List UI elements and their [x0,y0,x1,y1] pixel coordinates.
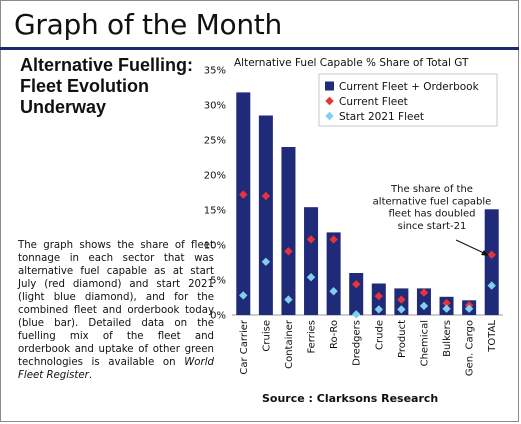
current-fleet-marker [442,298,451,308]
start-2021-marker [306,273,316,282]
body-text-main: The graph shows the share of fleet tonna… [18,240,214,368]
start-2021-marker [442,304,451,313]
title-rule [0,47,519,50]
start-2021-marker [419,301,429,311]
y-tick-label: 0% [210,311,226,322]
current-fleet-marker [374,291,383,301]
start-2021-marker [239,291,248,300]
annotation-arrow-head [481,250,489,256]
current-fleet-marker [284,247,293,256]
y-tick-label: 30% [204,101,226,112]
y-tick-label: 20% [204,171,226,182]
x-tick-label: Dredgers [352,320,363,366]
current-fleet-marker [261,191,271,201]
x-tick-label: Cruise [261,320,272,352]
bar-ferries [304,207,319,315]
y-tick-label: 15% [204,206,226,217]
x-tick-label: Ro-Ro [329,320,340,349]
legend-label: Start 2021 Fleet [339,111,424,123]
annotation: The share of the alternative fuel capable… [373,184,492,256]
body-text: The graph shows the share of fleet tonna… [18,239,214,382]
body-text-italic: World Fleet Register [18,357,214,381]
bar-chemical [416,288,431,315]
annotation-arrow-line [455,239,487,255]
headline: Alternative Fuelling: Fleet Evolution Un… [20,55,194,117]
bars [236,92,499,316]
x-tick-label: Container [284,319,295,369]
legend: Current Fleet + Orderbook Current Fleet St… [318,73,498,127]
x-tick-label: Gen. Cargo [465,320,476,376]
bar-cruise [258,115,273,315]
start-2021-marker [352,310,361,319]
x-tick-label: Ferries [307,320,318,354]
chart-title: Alternative Fuel Capable % Share of Tota… [234,57,469,69]
x-axis: Car Carrier Cruise Container Ferries Ro-Ro Dr… [239,319,498,376]
y-tick-label: 35% [204,66,226,77]
bar-dredgers [349,273,364,315]
x-tick-label: Product [397,320,408,358]
x-tick-label: Chemical [419,320,430,366]
current-fleet-marker [239,190,248,199]
legend-current-swatch [325,96,334,106]
bar-container [281,147,296,315]
start-2021-marker [397,305,406,314]
legend-bar-swatch [325,81,334,91]
bar-car-carrier [236,92,251,316]
body-text-end: . [88,370,93,381]
source-note: Source : Clarksons Research [262,392,439,405]
start-2021-marker [284,295,293,304]
legend-start-swatch [325,111,334,121]
current-fleet-marker [306,235,316,244]
page-title: Graph of the Month [14,8,282,41]
y-tick-label: 25% [204,136,226,147]
x-tick-label: Bulkers [442,320,453,357]
current-fleet-marker [419,288,429,297]
x-tick-label: Crude [374,320,385,350]
x-tick-label: Car Carrier [239,319,250,374]
legend-label: Current Fleet + Orderbook [339,81,480,93]
current-fleet-marker [352,280,361,289]
start-2021-marker [329,287,338,296]
legend-box [318,73,498,127]
legend-label: Current Fleet [339,96,408,108]
markers [239,190,496,319]
bar-ro-ro [326,232,341,315]
x-tick-label: TOTAL [487,320,498,353]
y-tick-label: 5% [210,276,226,287]
current-fleet-marker [329,235,338,244]
start-2021-marker [261,257,271,266]
start-2021-marker [464,304,474,313]
current-fleet-marker [487,250,496,259]
y-tick-label: 10% [204,241,226,252]
start-2021-marker [374,305,383,314]
bar-total [484,209,499,315]
current-fleet-marker [397,295,406,304]
y-axis: 0% 5% 10% 15% 20% 25% 30% 35% [204,66,503,322]
start-2021-marker [487,281,496,290]
annotation-text: The share of the alternative fuel capable… [373,184,492,232]
